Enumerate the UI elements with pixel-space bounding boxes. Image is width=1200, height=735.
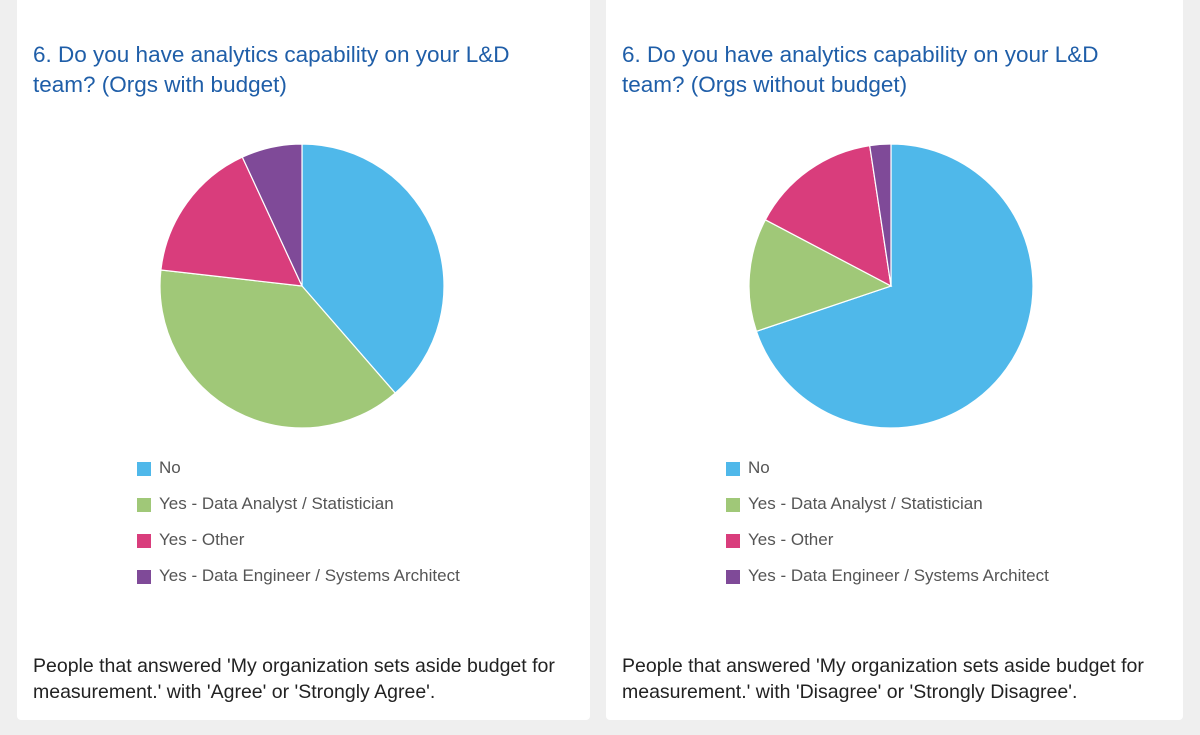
chart-title: 6. Do you have analytics capability on y… [33, 42, 510, 97]
legend-label: Yes - Data Engineer / Systems Architect [159, 566, 460, 585]
pie-slice-yes-data-analyst-statistician[interactable] [748, 219, 893, 333]
legend-swatch [137, 498, 151, 512]
pie-slice-yes-data-engineer-systems-architect[interactable] [869, 143, 892, 287]
legend-label: Yes - Other [159, 530, 245, 549]
legend-item-no[interactable]: No [726, 458, 1049, 494]
legend-label: No [159, 458, 181, 477]
pie-chart [748, 143, 1034, 429]
chart-card-without-budget: 6. Do you have analytics capability on y… [606, 0, 1183, 720]
chart-footnote: People that answered 'My organization se… [33, 655, 555, 703]
legend-swatch [726, 534, 740, 548]
legend: No Yes - Data Analyst / Statistician Yes… [137, 458, 460, 602]
pie-slice-yes-other[interactable] [764, 144, 892, 288]
legend-swatch [726, 462, 740, 476]
legend-label: Yes - Data Engineer / Systems Architect [748, 566, 1049, 585]
legend-item-no[interactable]: No [137, 458, 460, 494]
legend-swatch [726, 498, 740, 512]
chart-title: 6. Do you have analytics capability on y… [622, 42, 1099, 97]
chart-footnote: People that answered 'My organization se… [622, 655, 1144, 703]
pie-slice-no[interactable] [301, 143, 445, 394]
legend-label: No [748, 458, 770, 477]
pie-slice-yes-data-engineer-systems-architect[interactable] [241, 143, 303, 287]
legend-label: Yes - Data Analyst / Statistician [159, 494, 394, 513]
legend-swatch [137, 534, 151, 548]
legend-swatch [137, 462, 151, 476]
legend-item-data-analyst[interactable]: Yes - Data Analyst / Statistician [726, 494, 1049, 530]
legend-item-data-engineer[interactable]: Yes - Data Engineer / Systems Architect [726, 566, 1049, 602]
legend-item-data-analyst[interactable]: Yes - Data Analyst / Statistician [137, 494, 460, 530]
pie-slice-yes-data-analyst-statistician[interactable] [159, 269, 397, 429]
pie-chart [159, 143, 445, 429]
pie-slice-no[interactable] [755, 143, 1034, 429]
chart-card-with-budget: 6. Do you have analytics capability on y… [17, 0, 590, 720]
legend-label: Yes - Data Analyst / Statistician [748, 494, 983, 513]
legend-item-other[interactable]: Yes - Other [726, 530, 1049, 566]
legend-item-other[interactable]: Yes - Other [137, 530, 460, 566]
legend-swatch [726, 570, 740, 584]
pie-slice-yes-other[interactable] [160, 156, 303, 287]
legend-label: Yes - Other [748, 530, 834, 549]
legend-swatch [137, 570, 151, 584]
legend-item-data-engineer[interactable]: Yes - Data Engineer / Systems Architect [137, 566, 460, 602]
legend: No Yes - Data Analyst / Statistician Yes… [726, 458, 1049, 602]
